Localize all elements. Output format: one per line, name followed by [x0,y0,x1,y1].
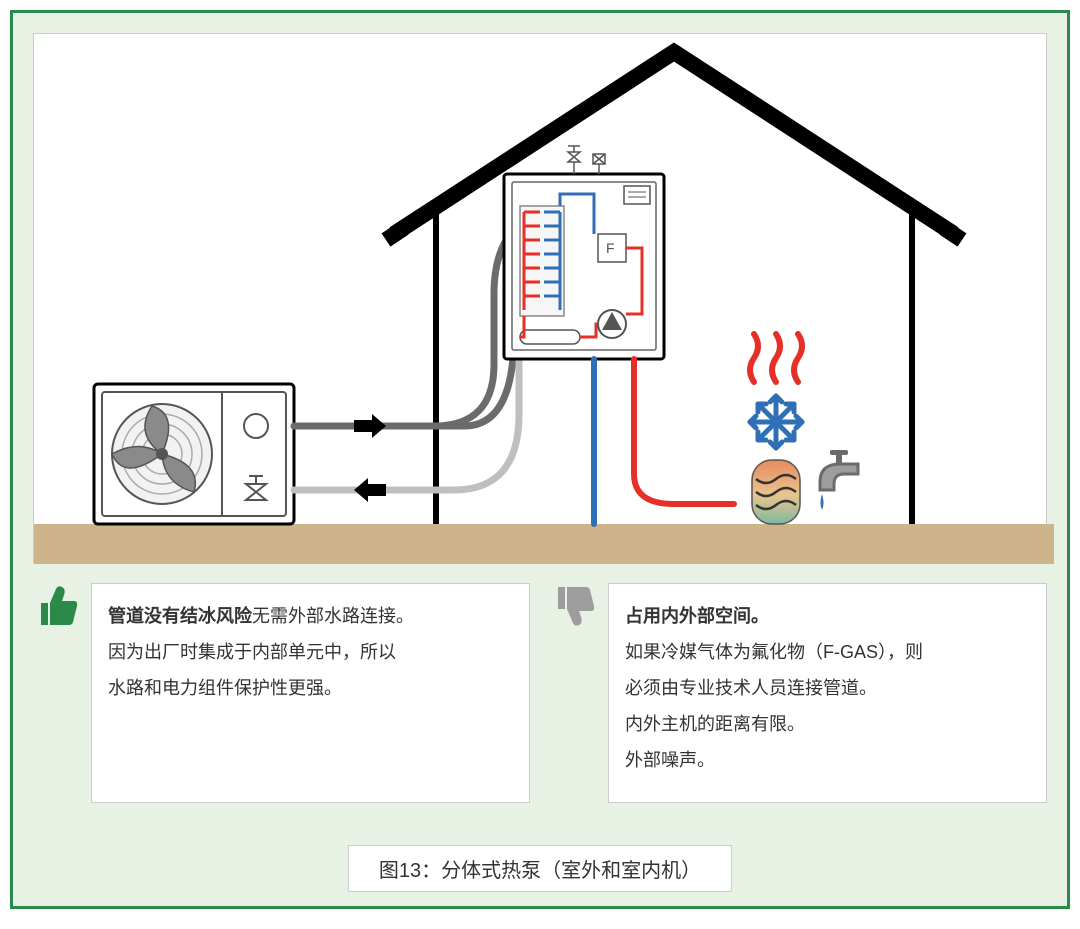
sight-glass-icon [244,414,268,438]
cons-line-2: 必须由专业技术人员连接管道。 [625,678,877,698]
top-valve-2 [593,154,605,174]
pros-line-1: 因为出厂时集成于内部单元中，所以 [108,642,396,662]
indoor-unit: F [504,146,664,359]
pros-text-box: 管道没有结冰风险无需外部水路连接。 因为出厂时集成于内部单元中，所以 水路和电力… [91,583,530,803]
diagram-svg: F [34,34,1054,564]
snowflake-icon [750,396,802,448]
cons-line-3: 内外主机的距离有限。 [625,714,805,734]
pipe-supply [294,199,534,426]
heat-exchanger [520,206,564,316]
figure-caption: 图13：分体式热泵（室外和室内机） [348,845,732,892]
pros-inline: 无需外部水路连接。 [252,606,414,626]
faucet-icon [820,450,858,510]
cons-line-4: 外部噪声。 [625,750,715,770]
cons-title: 占用内外部空间。 [625,606,769,626]
cons-column: 占用内外部空间。 如果冷媒气体为氟化物（F-GAS），则 必须由专业技术人员连接… [550,583,1047,803]
flow-arrow-right [354,414,386,438]
flow-arrow-left [354,478,386,502]
pros-column: 管道没有结冰风险无需外部水路连接。 因为出厂时集成于内部单元中，所以 水路和电力… [33,583,530,803]
house-roof [386,52,962,240]
heat-waves-icon [750,334,802,382]
display-icon [624,186,650,204]
hot-water-pipe [634,359,734,504]
top-valve-1 [568,146,580,174]
thumbs-down-icon [550,583,596,629]
thumbs-up-icon [33,583,79,629]
hot-water-tank [752,460,800,524]
pros-line-2: 水路和电力组件保护性更强。 [108,678,342,698]
diagram-area: F [33,33,1047,563]
pros-cons-row: 管道没有结冰风险无需外部水路连接。 因为出厂时集成于内部单元中，所以 水路和电力… [33,583,1047,803]
figure-container: F [10,10,1070,909]
cons-text-box: 占用内外部空间。 如果冷媒气体为氟化物（F-GAS），则 必须由专业技术人员连接… [608,583,1047,803]
outdoor-unit [94,384,294,524]
cons-line-1: 如果冷媒气体为氟化物（F-GAS），则 [625,642,923,662]
heater-element-icon [520,330,580,344]
water-drop [821,494,824,510]
pump-icon [598,310,626,338]
ground [34,524,1054,564]
pros-title: 管道没有结冰风险 [108,606,252,626]
svg-text:F: F [606,240,615,256]
